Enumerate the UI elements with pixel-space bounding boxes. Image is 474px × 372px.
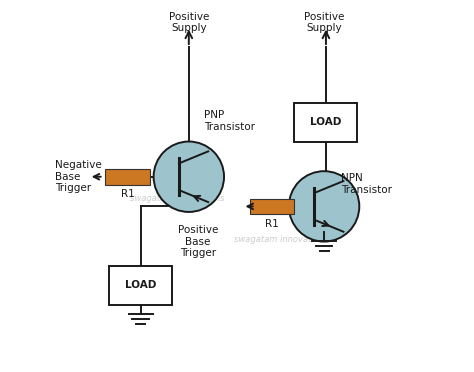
Text: PNP
Transistor: PNP Transistor [204,110,255,132]
Text: R1: R1 [265,219,279,230]
Text: swagatam innovations: swagatam innovations [234,235,329,244]
Text: R1: R1 [121,189,135,199]
Circle shape [289,171,359,241]
Text: swagatam innovations: swagatam innovations [130,195,225,203]
Text: Positive
Base
Trigger: Positive Base Trigger [178,225,218,258]
Text: NPN
Transistor: NPN Transistor [341,173,392,195]
Bar [250,199,294,214]
Text: LOAD: LOAD [310,117,342,127]
Circle shape [154,141,224,212]
Text: Positive
Supply: Positive Supply [304,12,344,33]
Bar [105,169,150,185]
Bar [294,103,357,141]
Text: Positive
Supply: Positive Supply [169,12,209,33]
Text: LOAD: LOAD [125,280,156,290]
Text: Negative
Base
Trigger: Negative Base Trigger [55,160,102,193]
Bar [109,266,172,305]
